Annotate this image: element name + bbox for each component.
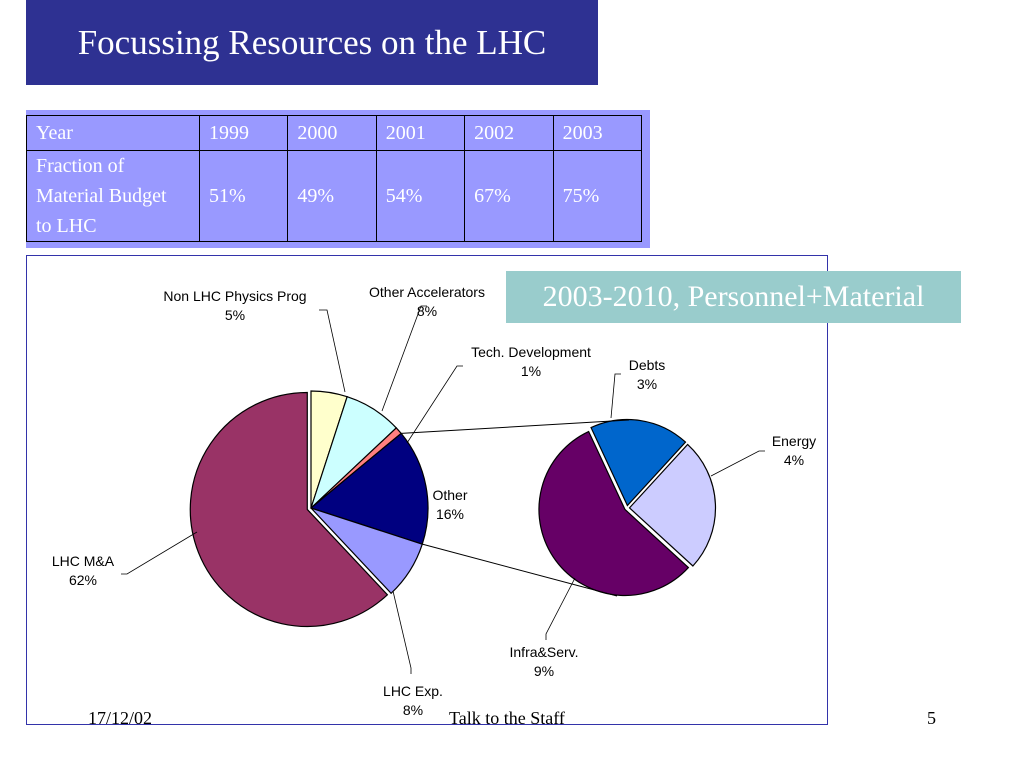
main-leader-non-lhc-physics-prog	[319, 309, 346, 393]
table-header-cell: Year	[26, 115, 200, 151]
secondary-label-infra-serv: Infra&Serv.	[510, 644, 579, 660]
secondary-slice-debts	[590, 418, 687, 507]
main-label-lhc-m-a: LHC M&A	[52, 553, 115, 569]
connector-line-bottom	[422, 543, 618, 597]
secondary-percent-energy: 4%	[784, 452, 804, 468]
secondary-slice-energy	[628, 443, 717, 567]
main-leader-other-accelerators	[381, 305, 427, 412]
table-header-row: Year 1999 2000 2001 2002 2003	[26, 115, 643, 151]
main-percent-tech-development: 1%	[521, 363, 541, 379]
table-header-cell: 2001	[375, 115, 466, 151]
table-row-label: Fraction of Material Budget to LHC	[26, 150, 200, 242]
main-label-lhc-exp: LHC Exp.	[383, 683, 443, 699]
secondary-label-debts: Debts	[629, 357, 666, 373]
secondary-leader-infra-serv	[545, 577, 576, 640]
slide-title: Focussing Resources on the LHC	[26, 0, 598, 85]
main-label-tech-development: Tech. Development	[471, 344, 591, 360]
pie-slice-lhc-exp	[310, 507, 424, 595]
secondary-label-energy: Energy	[772, 433, 816, 449]
table-row: Fraction of Material Budget to LHC 51% 4…	[26, 150, 643, 242]
main-leader-lhc-exp	[392, 590, 412, 674]
page-number: 5	[927, 708, 936, 728]
pie-slice-lhc-m-a	[189, 391, 389, 628]
pie-of-pie-chart: Non LHC Physics Prog 5% Other Accelerators…	[52, 284, 816, 718]
main-percent-other: 16%	[436, 506, 464, 522]
table-cell: 75%	[552, 150, 643, 242]
period-label: 2003-2010, Personnel+Material	[506, 271, 961, 323]
table-header-cell: 2002	[464, 115, 554, 151]
table-header-cell: 2003	[552, 115, 643, 151]
main-percent-lhc-m-a: 62%	[69, 572, 97, 588]
connector-line-top	[401, 419, 630, 434]
pie-chart-frame: Non LHC Physics Prog 5% Other Accelerators…	[26, 255, 828, 725]
budget-table-panel: Year 1999 2000 2001 2002 2003 Fraction o…	[26, 110, 650, 248]
secondary-slice-infra-serv	[538, 430, 690, 597]
main-leader-tech-development	[406, 365, 463, 444]
table-cell: 67%	[464, 150, 554, 242]
footer-date: 17/12/02	[88, 708, 153, 728]
secondary-percent-infra-serv: 9%	[534, 663, 554, 679]
main-label-other-accelerators: Other Accelerators	[369, 284, 485, 300]
main-leader-lhc-m-a	[121, 531, 198, 575]
budget-table: Year 1999 2000 2001 2002 2003 Fraction o…	[26, 115, 643, 242]
row-label-line: Fraction of	[36, 155, 125, 177]
secondary-percent-debts: 3%	[637, 376, 657, 392]
main-label-non-lhc-physics-prog: Non LHC Physics Prog	[163, 288, 306, 304]
secondary-leader-energy	[710, 450, 765, 477]
table-header-cell: 2000	[287, 115, 377, 151]
footer-center: Talk to the Staff	[449, 708, 565, 728]
table-cell: 49%	[287, 150, 377, 242]
row-label-line: to LHC	[36, 215, 97, 237]
secondary-leader-debts	[610, 373, 621, 419]
table-header-cell: 1999	[198, 115, 289, 151]
table-cell: 51%	[198, 150, 289, 242]
main-label-other: Other	[432, 487, 467, 503]
row-label-line: Material Budget	[36, 185, 167, 207]
main-percent-other-accelerators: 8%	[417, 303, 437, 319]
main-percent-non-lhc-physics-prog: 5%	[225, 307, 245, 323]
main-percent-lhc-exp: 8%	[403, 702, 423, 718]
pie-slice-other	[309, 432, 429, 545]
table-cell: 54%	[375, 150, 466, 242]
